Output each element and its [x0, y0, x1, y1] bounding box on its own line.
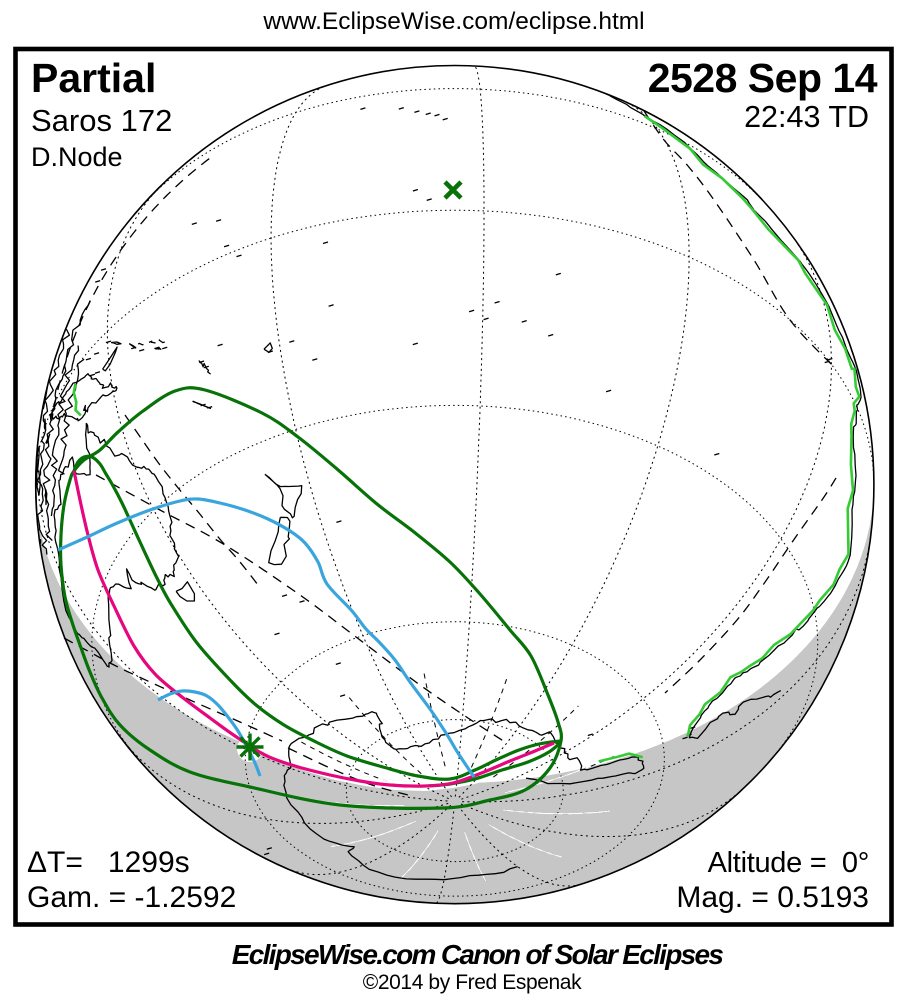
- svg-text:Saros 172: Saros 172: [31, 103, 172, 138]
- svg-text:ΔT= 1299s: ΔT= 1299s: [27, 846, 190, 879]
- svg-text:www.EclipseWise.com/eclipse.ht: www.EclipseWise.com/eclipse.html: [262, 8, 644, 35]
- svg-text:2528 Sep 14: 2528 Sep 14: [648, 55, 878, 101]
- svg-text:Gam. = -1.2592: Gam. = -1.2592: [27, 881, 236, 914]
- svg-text:D.Node: D.Node: [31, 142, 123, 172]
- svg-text:22:43 TD: 22:43 TD: [744, 100, 869, 134]
- svg-text:©2014 by Fred Espenak: ©2014 by Fred Espenak: [363, 971, 582, 994]
- svg-text:EclipseWise.com Canon of Solar: EclipseWise.com Canon of Solar Eclipses: [232, 939, 724, 970]
- svg-text:Altitude = 0°: Altitude = 0°: [708, 847, 869, 879]
- svg-text:Partial: Partial: [31, 55, 156, 101]
- svg-text:Mag. = 0.5193: Mag. = 0.5193: [676, 881, 869, 914]
